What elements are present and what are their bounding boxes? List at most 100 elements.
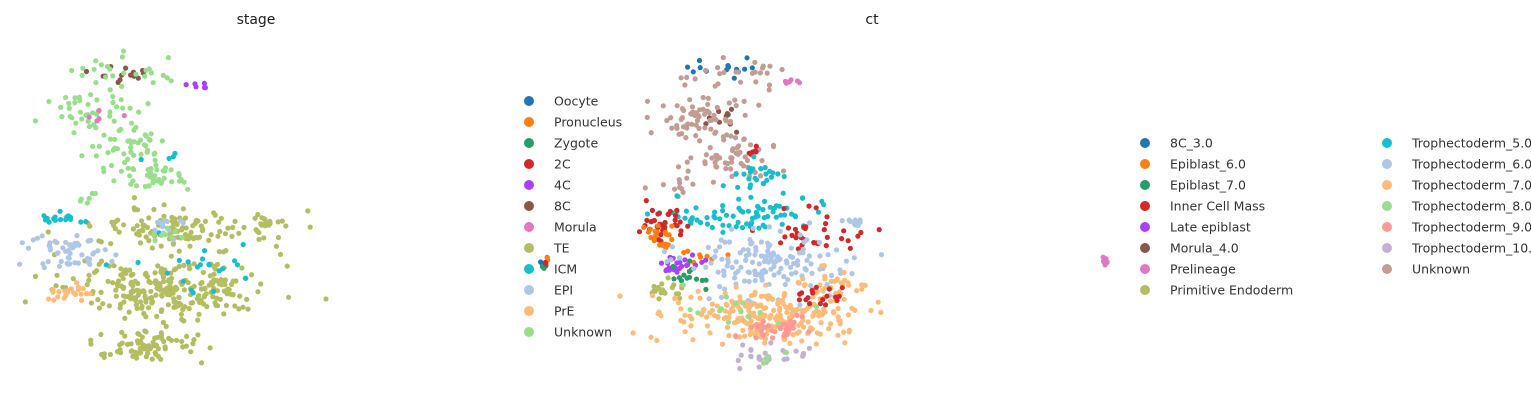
data-point-trophectoderm-7-0: [845, 312, 852, 318]
data-point-trophectoderm-7-0: [835, 305, 841, 312]
data-point-4c: [183, 82, 189, 88]
legend-marker: [524, 222, 534, 232]
data-point-trophectoderm-7-0: [800, 276, 806, 282]
data-point-trophectoderm-6-0: [758, 239, 765, 245]
data-point-unknown: [176, 172, 182, 178]
data-point-epiblast-6-0: [655, 223, 661, 229]
data-point-unknown: [733, 69, 739, 75]
data-point-trophectoderm-9-0: [806, 329, 812, 335]
data-point-epi: [102, 247, 108, 253]
data-point-trophectoderm-7-0: [794, 306, 800, 313]
data-point-unknown: [660, 182, 667, 188]
legend-item: Trophectoderm_5.0: [1382, 136, 1531, 151]
data-point-trophectoderm-6-0: [791, 260, 797, 266]
data-point-inner-cell-mass: [649, 207, 656, 213]
data-point-trophectoderm-7-0: [688, 294, 694, 300]
data-point-unknown: [127, 105, 133, 111]
data-point-te: [286, 294, 292, 300]
data-point-icm: [170, 154, 176, 160]
data-point-te: [130, 271, 136, 277]
data-point-trophectoderm-6-0: [878, 252, 885, 258]
data-point-prelineage: [788, 77, 794, 83]
data-point-trophectoderm-6-0: [768, 266, 774, 272]
data-point-unknown: [161, 175, 167, 181]
data-point-unknown: [163, 232, 169, 238]
legend-marker: [1140, 264, 1150, 274]
legend-label: Morula: [554, 220, 597, 235]
data-point-inner-cell-mass: [781, 205, 787, 212]
ct-panel: ct 8C_3.0 Epiblast_6.0 Epiblast_7.0 Inner C…: [617, 12, 1531, 372]
data-point-unknown: [142, 143, 148, 149]
data-point-trophectoderm-6-0: [763, 269, 769, 275]
data-point-trophectoderm-6-0: [787, 253, 793, 259]
data-point-trophectoderm-5-0: [744, 221, 750, 227]
data-point-trophectoderm-7-0: [841, 296, 847, 302]
data-point-trophectoderm-5-0: [778, 212, 784, 218]
data-point-trophectoderm-7-0: [818, 320, 824, 326]
data-point-trophectoderm-5-0: [755, 203, 761, 209]
stage-panel-title: stage: [237, 12, 276, 28]
data-point-pre: [75, 284, 82, 290]
data-point-trophectoderm-5-0: [740, 209, 746, 215]
data-point-unknown: [679, 131, 685, 137]
data-point-trophectoderm-6-0: [857, 217, 863, 223]
data-point-icm: [164, 270, 170, 276]
data-point-pre: [87, 291, 93, 297]
data-point-late-epiblast: [682, 257, 688, 263]
data-point-late-epiblast: [699, 259, 705, 265]
data-point-unknown: [723, 166, 729, 172]
data-point-trophectoderm-6-0: [703, 264, 709, 270]
data-point-trophectoderm-7-0: [750, 312, 757, 318]
data-point-icm: [206, 262, 212, 268]
data-point-epiblast-7-0: [684, 275, 690, 281]
data-point-trophectoderm-6-0: [732, 275, 738, 281]
data-point-trophectoderm-8-0: [813, 304, 820, 310]
legend-label: Late epiblast: [1170, 220, 1251, 235]
data-point-trophectoderm-7-0: [810, 294, 816, 300]
legend-item: Epiblast_6.0: [1140, 157, 1246, 172]
data-point-trophectoderm-7-0: [838, 280, 844, 286]
data-point-te: [195, 297, 202, 303]
data-point-epi: [39, 233, 45, 239]
data-point-unknown: [85, 101, 91, 108]
data-point-unknown: [138, 151, 144, 157]
data-point-morula-4-0: [734, 129, 740, 135]
data-point-trophectoderm-7-0: [868, 307, 874, 314]
data-point-te: [119, 329, 125, 335]
data-point-inner-cell-mass: [803, 224, 809, 230]
data-point-icm: [44, 215, 50, 221]
data-point-unknown: [136, 109, 142, 115]
data-point-trophectoderm-6-0: [729, 264, 735, 270]
data-point-te: [137, 240, 143, 246]
data-point-epi: [47, 245, 53, 251]
data-point-pre: [56, 289, 62, 295]
data-point-unknown: [46, 98, 52, 105]
data-point-trophectoderm-7-0: [707, 330, 713, 336]
data-point-trophectoderm-6-0: [770, 251, 776, 257]
data-point-te: [143, 314, 149, 320]
data-point-trophectoderm-5-0: [720, 208, 726, 214]
data-point-epi: [155, 219, 161, 225]
data-point-unknown: [133, 183, 140, 189]
data-point-trophectoderm-6-0: [717, 283, 723, 290]
legend-marker: [1140, 159, 1150, 169]
data-point-epiblast-7-0: [699, 277, 705, 283]
data-point-unknown: [164, 225, 170, 231]
data-point-trophectoderm-5-0: [751, 154, 757, 160]
data-point-te: [204, 304, 210, 310]
legend-item: Prelineage: [1140, 262, 1236, 277]
data-point-te: [207, 345, 213, 351]
data-point-trophectoderm-7-0: [817, 312, 823, 318]
data-point-epiblast-7-0: [670, 263, 676, 270]
data-point-unknown: [152, 157, 158, 163]
data-point-unknown: [110, 93, 116, 100]
data-point-pre: [50, 289, 56, 295]
data-point-unknown: [107, 113, 113, 119]
data-point-8c: [83, 68, 89, 75]
data-point-epi: [63, 248, 69, 254]
data-point-epi: [64, 260, 70, 266]
data-point-te: [105, 278, 111, 284]
data-point-trophectoderm-8-0: [726, 319, 732, 325]
data-point-te: [147, 280, 153, 286]
data-point-te: [70, 276, 76, 282]
